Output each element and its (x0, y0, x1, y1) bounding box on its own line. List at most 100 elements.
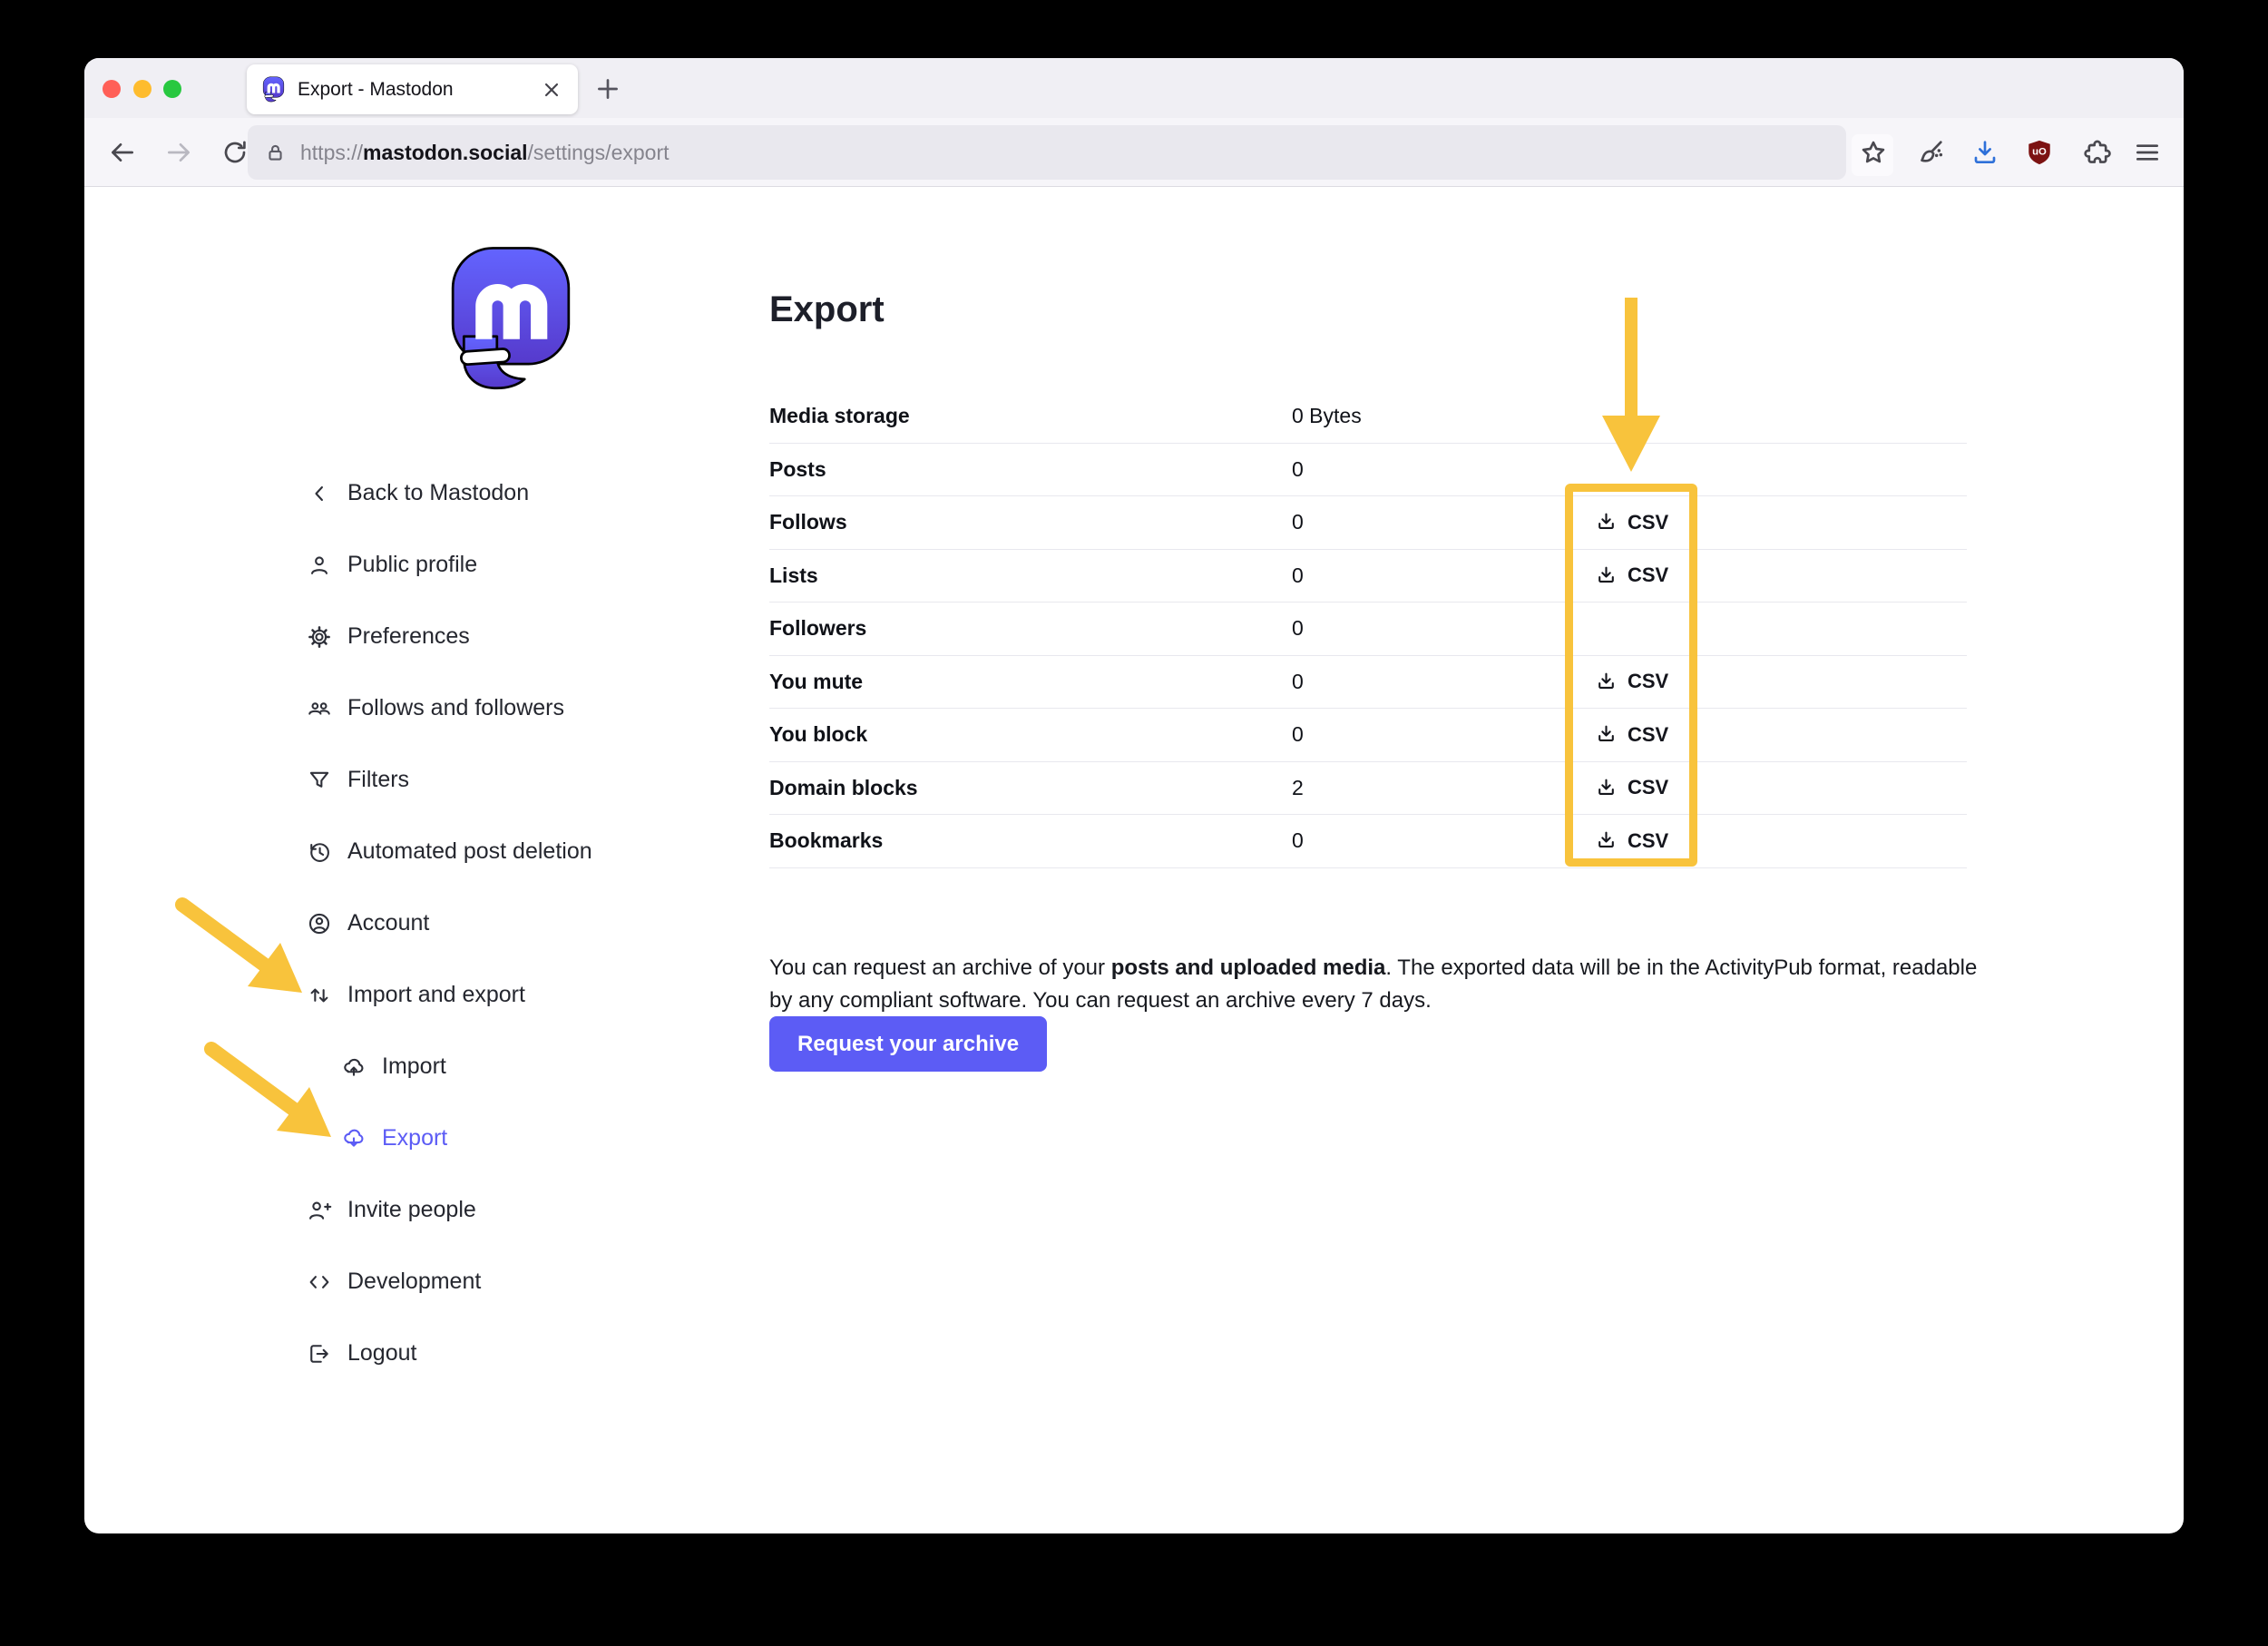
sidebar-item-label: Automated post deletion (347, 838, 592, 864)
zoom-window-button[interactable] (163, 80, 181, 98)
close-window-button[interactable] (103, 80, 121, 98)
csv-download-link[interactable]: CSV (1564, 511, 1967, 534)
row-value: 0 Bytes (1292, 404, 1362, 428)
download-icon (1595, 829, 1618, 852)
sidebar-item-invite-people[interactable]: Invite people (307, 1174, 733, 1246)
cloud-download-icon (341, 1126, 367, 1151)
sidebar-item-label: Import and export (347, 982, 525, 1007)
csv-label: CSV (1628, 563, 1669, 587)
tab-title: Export - Mastodon (298, 78, 454, 100)
row-label: Follows (769, 510, 847, 534)
table-row: Followers 0 (769, 603, 1967, 656)
sidebar-item-import-and-export[interactable]: Import and export (307, 959, 733, 1031)
row-label: Media storage (769, 404, 910, 428)
sidebar-item-preferences[interactable]: Preferences (307, 601, 733, 672)
sidebar-item-label: Export (382, 1125, 448, 1151)
sidebar-item-label: Public profile (347, 552, 478, 577)
person-add-icon (307, 1198, 332, 1223)
row-value: 0 (1292, 510, 1304, 534)
table-row: Media storage 0 Bytes (769, 390, 1967, 444)
archive-note: You can request an archive of your posts… (769, 952, 1985, 1017)
table-row: Domain blocks 2 CSV (769, 762, 1967, 815)
code-icon (307, 1269, 332, 1295)
sidebar-item-label: Back to Mastodon (347, 480, 530, 505)
row-label: Domain blocks (769, 775, 918, 799)
table-row: You block 0 CSV (769, 709, 1967, 762)
mastodon-logo (442, 245, 580, 397)
sidebar-item-label: Account (347, 910, 430, 936)
sidebar-item-label: Follows and followers (347, 695, 564, 720)
sidebar-item-account[interactable]: Account (307, 887, 733, 959)
ublock-shield-icon[interactable]: uO (2025, 138, 2054, 167)
csv-label: CSV (1628, 510, 1669, 534)
diagonal-arrow-annotation-import-export (175, 897, 311, 1002)
menu-icon[interactable] (2133, 138, 2162, 167)
archive-note-text: You can request an archive of your (769, 955, 1111, 980)
url-text: https://mastodon.social/settings/export (300, 141, 670, 165)
download-icon (1595, 723, 1618, 746)
bookmark-star-icon[interactable] (1859, 138, 1888, 167)
csv-label: CSV (1628, 776, 1669, 799)
sidebar-item-filters[interactable]: Filters (307, 744, 733, 816)
download-icon (1595, 777, 1618, 799)
lock-icon (264, 142, 287, 164)
csv-label: CSV (1628, 722, 1669, 746)
extensions-puzzle-icon[interactable] (2083, 138, 2112, 167)
browser-toolbar: https://mastodon.social/settings/export … (84, 118, 2184, 187)
reload-button[interactable] (220, 138, 249, 167)
sidebar-item-logout[interactable]: Logout (307, 1318, 733, 1389)
account-circle-icon (307, 911, 332, 936)
csv-download-link[interactable]: CSV (1564, 670, 1967, 693)
new-tab-button[interactable] (593, 74, 622, 103)
broom-icon[interactable] (1916, 138, 1945, 167)
csv-label: CSV (1628, 670, 1669, 693)
sidebar-item-automated-post-deletion[interactable]: Automated post deletion (307, 816, 733, 887)
browser-tab[interactable]: Export - Mastodon (247, 64, 578, 114)
url-path: /settings/export (527, 140, 670, 164)
minimize-window-button[interactable] (133, 80, 152, 98)
download-icon (1595, 511, 1618, 534)
row-label: Lists (769, 563, 818, 587)
table-row: Follows 0 CSV (769, 496, 1967, 550)
csv-label: CSV (1628, 828, 1669, 852)
logout-icon (307, 1341, 332, 1367)
row-label: You block (769, 722, 868, 747)
row-value: 0 (1292, 563, 1304, 587)
sidebar-item-back-to-mastodon[interactable]: Back to Mastodon (307, 457, 733, 529)
downloads-icon[interactable] (1970, 138, 1999, 167)
browser-window: Export - Mastodon https://mastodon.socia… (84, 58, 2184, 1533)
request-archive-button[interactable]: Request your archive (769, 1016, 1048, 1072)
sidebar-item-import[interactable]: Import (307, 1031, 733, 1102)
url-host: mastodon.social (363, 140, 528, 164)
filter-icon (307, 768, 332, 793)
row-label: You mute (769, 669, 864, 693)
sidebar-item-export[interactable]: Export (307, 1102, 733, 1174)
csv-download-link[interactable]: CSV (1564, 563, 1967, 587)
sidebar-item-development[interactable]: Development (307, 1246, 733, 1318)
url-bar[interactable]: https://mastodon.social/settings/export (248, 125, 1846, 180)
csv-download-link[interactable]: CSV (1564, 829, 1967, 853)
back-button[interactable] (108, 138, 137, 167)
archive-note-bold: posts and uploaded media (1110, 955, 1386, 980)
archive-note-text: . The exported data will be in the Activ… (769, 955, 1978, 1013)
forward-button[interactable] (164, 138, 193, 167)
sidebar-item-follows-and-followers[interactable]: Follows and followers (307, 672, 733, 744)
gear-icon (307, 624, 332, 650)
download-icon (1595, 671, 1618, 693)
people-group-icon (307, 696, 332, 721)
sidebar-item-public-profile[interactable]: Public profile (307, 529, 733, 601)
sidebar-item-label: Invite people (347, 1197, 476, 1222)
person-icon (307, 553, 332, 578)
row-label: Bookmarks (769, 828, 884, 853)
sidebar-item-label: Development (347, 1269, 482, 1294)
row-label: Followers (769, 616, 867, 641)
history-icon (307, 839, 332, 865)
page-title: Export (769, 289, 885, 329)
row-value: 0 (1292, 722, 1304, 747)
csv-download-link[interactable]: CSV (1564, 776, 1967, 799)
svg-text:uO: uO (2032, 146, 2047, 157)
csv-download-link[interactable]: CSV (1564, 723, 1967, 747)
close-tab-icon[interactable] (540, 78, 563, 102)
export-table: Media storage 0 Bytes Posts 0 Follows 0 CSV Lis… (769, 390, 1967, 868)
row-label: Posts (769, 456, 826, 481)
